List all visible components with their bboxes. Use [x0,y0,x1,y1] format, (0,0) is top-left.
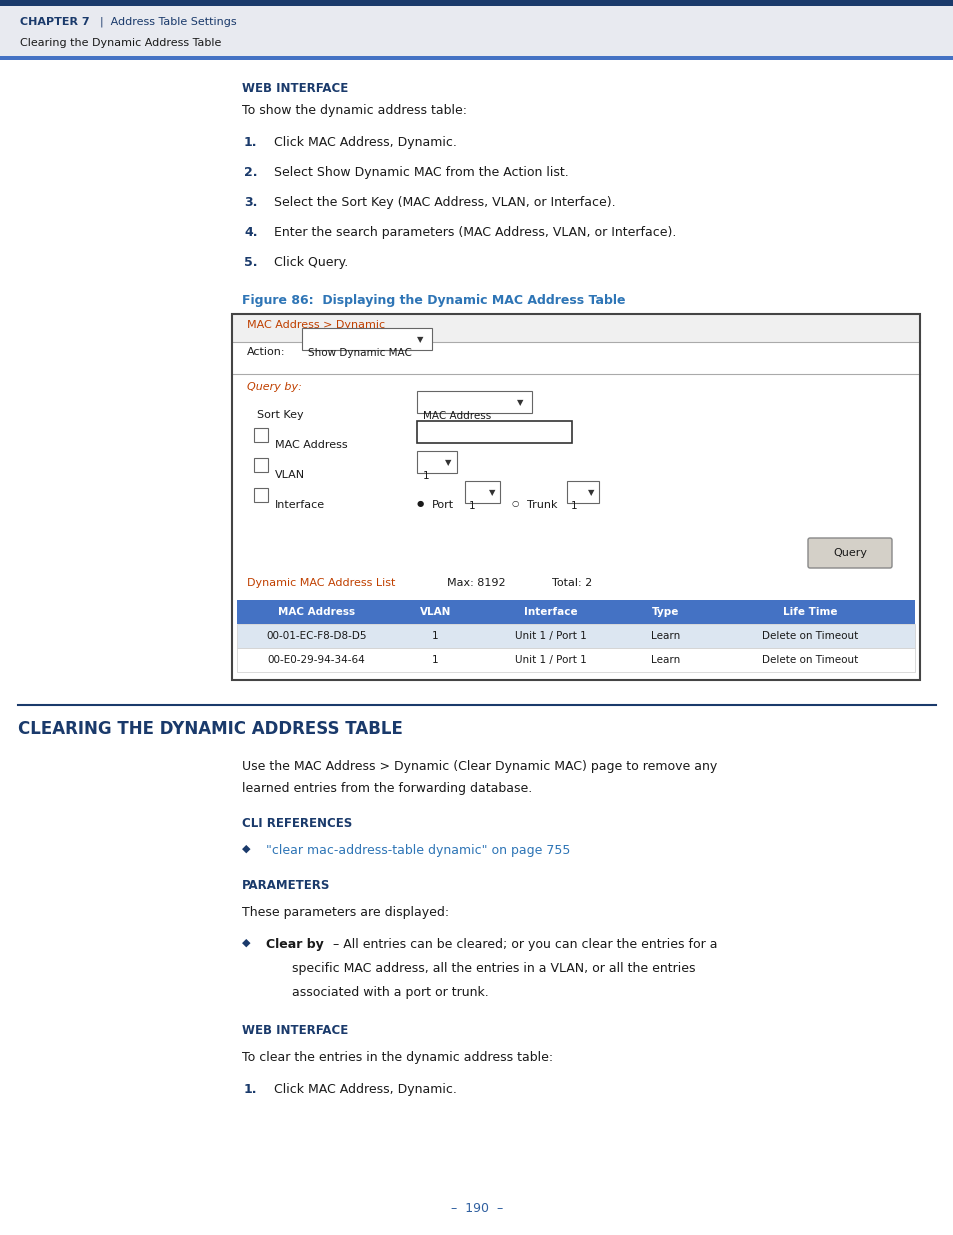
Text: 1: 1 [571,501,577,511]
Text: CLEARING THE DYNAMIC ADDRESS TABLE: CLEARING THE DYNAMIC ADDRESS TABLE [18,720,402,739]
Text: Total: 2: Total: 2 [552,578,592,588]
Text: ●: ● [416,499,424,508]
Text: 1: 1 [422,471,429,480]
FancyBboxPatch shape [807,538,891,568]
Text: Use the MAC Address > Dynamic (Clear Dynamic MAC) page to remove any: Use the MAC Address > Dynamic (Clear Dyn… [242,760,717,773]
Bar [236,624,914,648]
Text: ▼: ▼ [444,458,451,468]
Text: 3.: 3. [244,196,257,209]
Text: Dynamic MAC Address List: Dynamic MAC Address List [247,578,395,588]
Text: Show Dynamic MAC: Show Dynamic MAC [308,348,412,358]
Text: – All entries can be cleared; or you can clear the entries for a: – All entries can be cleared; or you can… [329,939,717,951]
Text: Delete on Timeout: Delete on Timeout [761,655,857,664]
Text: MAC Address: MAC Address [278,606,355,618]
Text: Sort Key: Sort Key [256,410,303,420]
Text: Unit 1 / Port 1: Unit 1 / Port 1 [515,631,586,641]
Text: Enter the search parameters (MAC Address, VLAN, or Interface).: Enter the search parameters (MAC Address… [274,226,676,240]
Bar [253,458,268,472]
Text: Click MAC Address, Dynamic.: Click MAC Address, Dynamic. [274,136,456,149]
Text: ▼: ▼ [587,489,594,498]
Text: 5.: 5. [244,256,257,269]
Text: Trunk: Trunk [526,500,557,510]
Text: CHAPTER 7: CHAPTER 7 [20,17,90,27]
Text: Query by:: Query by: [247,382,301,391]
Text: ▼: ▼ [489,489,495,498]
Bar [232,314,919,680]
Text: ▼: ▼ [517,399,523,408]
Text: 00-01-EC-F8-D8-D5: 00-01-EC-F8-D8-D5 [266,631,367,641]
Text: Click Query.: Click Query. [274,256,348,269]
Bar [416,391,532,412]
Text: 1.: 1. [244,1083,257,1095]
Text: WEB INTERFACE: WEB INTERFACE [242,82,348,95]
Text: –  190  –: – 190 – [451,1202,502,1215]
Text: 1.: 1. [244,136,257,149]
Text: ◆: ◆ [242,844,251,853]
Text: specific MAC address, all the entries in a VLAN, or all the entries: specific MAC address, all the entries in… [292,962,695,974]
Text: Click MAC Address, Dynamic.: Click MAC Address, Dynamic. [274,1083,456,1095]
Bar [416,451,456,473]
Text: "clear mac-address-table dynamic" on page 755: "clear mac-address-table dynamic" on pag… [266,844,570,857]
Text: 00-E0-29-94-34-64: 00-E0-29-94-34-64 [268,655,365,664]
Text: 4.: 4. [244,226,257,240]
Text: Delete on Timeout: Delete on Timeout [761,631,857,641]
Text: associated with a port or trunk.: associated with a port or trunk. [292,986,488,999]
Text: To clear the entries in the dynamic address table:: To clear the entries in the dynamic addr… [242,1051,553,1065]
Text: Query: Query [832,548,866,558]
Text: Life Time: Life Time [781,606,837,618]
Text: 1: 1 [432,655,438,664]
Text: MAC Address > Dynamic: MAC Address > Dynamic [247,320,385,330]
Bar [464,480,499,503]
Text: Port: Port [432,500,454,510]
Text: CLI REFERENCES: CLI REFERENCES [242,818,352,830]
Text: Interface: Interface [523,606,577,618]
Text: ◆: ◆ [242,939,251,948]
Text: 1: 1 [469,501,476,511]
Text: |  Address Table Settings: | Address Table Settings [92,17,236,27]
Text: Clear by: Clear by [266,939,323,951]
Text: ○: ○ [512,499,518,508]
Text: MAC Address: MAC Address [422,411,491,421]
Bar [232,314,919,342]
Text: 1: 1 [432,631,438,641]
Text: Type: Type [652,606,679,618]
Text: To show the dynamic address table:: To show the dynamic address table: [242,104,467,117]
Text: 2.: 2. [244,165,257,179]
Text: Clearing the Dynamic Address Table: Clearing the Dynamic Address Table [20,38,221,48]
Text: learned entries from the forwarding database.: learned entries from the forwarding data… [242,782,532,795]
Text: These parameters are displayed:: These parameters are displayed: [242,906,449,919]
Text: ▼: ▼ [416,336,423,345]
Bar [236,600,914,624]
Bar [0,0,953,6]
Text: Learn: Learn [651,631,679,641]
Text: Unit 1 / Port 1: Unit 1 / Port 1 [515,655,586,664]
Text: Select the Sort Key (MAC Address, VLAN, or Interface).: Select the Sort Key (MAC Address, VLAN, … [274,196,615,209]
Text: PARAMETERS: PARAMETERS [242,879,330,892]
Text: WEB INTERFACE: WEB INTERFACE [242,1024,348,1037]
Text: Figure 86:  Displaying the Dynamic MAC Address Table: Figure 86: Displaying the Dynamic MAC Ad… [242,294,625,308]
Bar [302,329,432,350]
Text: Max: 8192: Max: 8192 [447,578,505,588]
Text: Action:: Action: [247,347,285,357]
Bar [236,648,914,672]
Bar [253,429,268,442]
Text: Select Show Dynamic MAC from the Action list.: Select Show Dynamic MAC from the Action … [274,165,568,179]
Bar [566,480,598,503]
Bar [0,56,953,61]
Bar [253,488,268,501]
Text: VLAN: VLAN [274,471,305,480]
Bar [0,6,953,61]
Text: Interface: Interface [274,500,325,510]
Text: Learn: Learn [651,655,679,664]
Text: VLAN: VLAN [419,606,451,618]
Text: MAC Address: MAC Address [274,440,347,450]
Bar [416,421,572,443]
